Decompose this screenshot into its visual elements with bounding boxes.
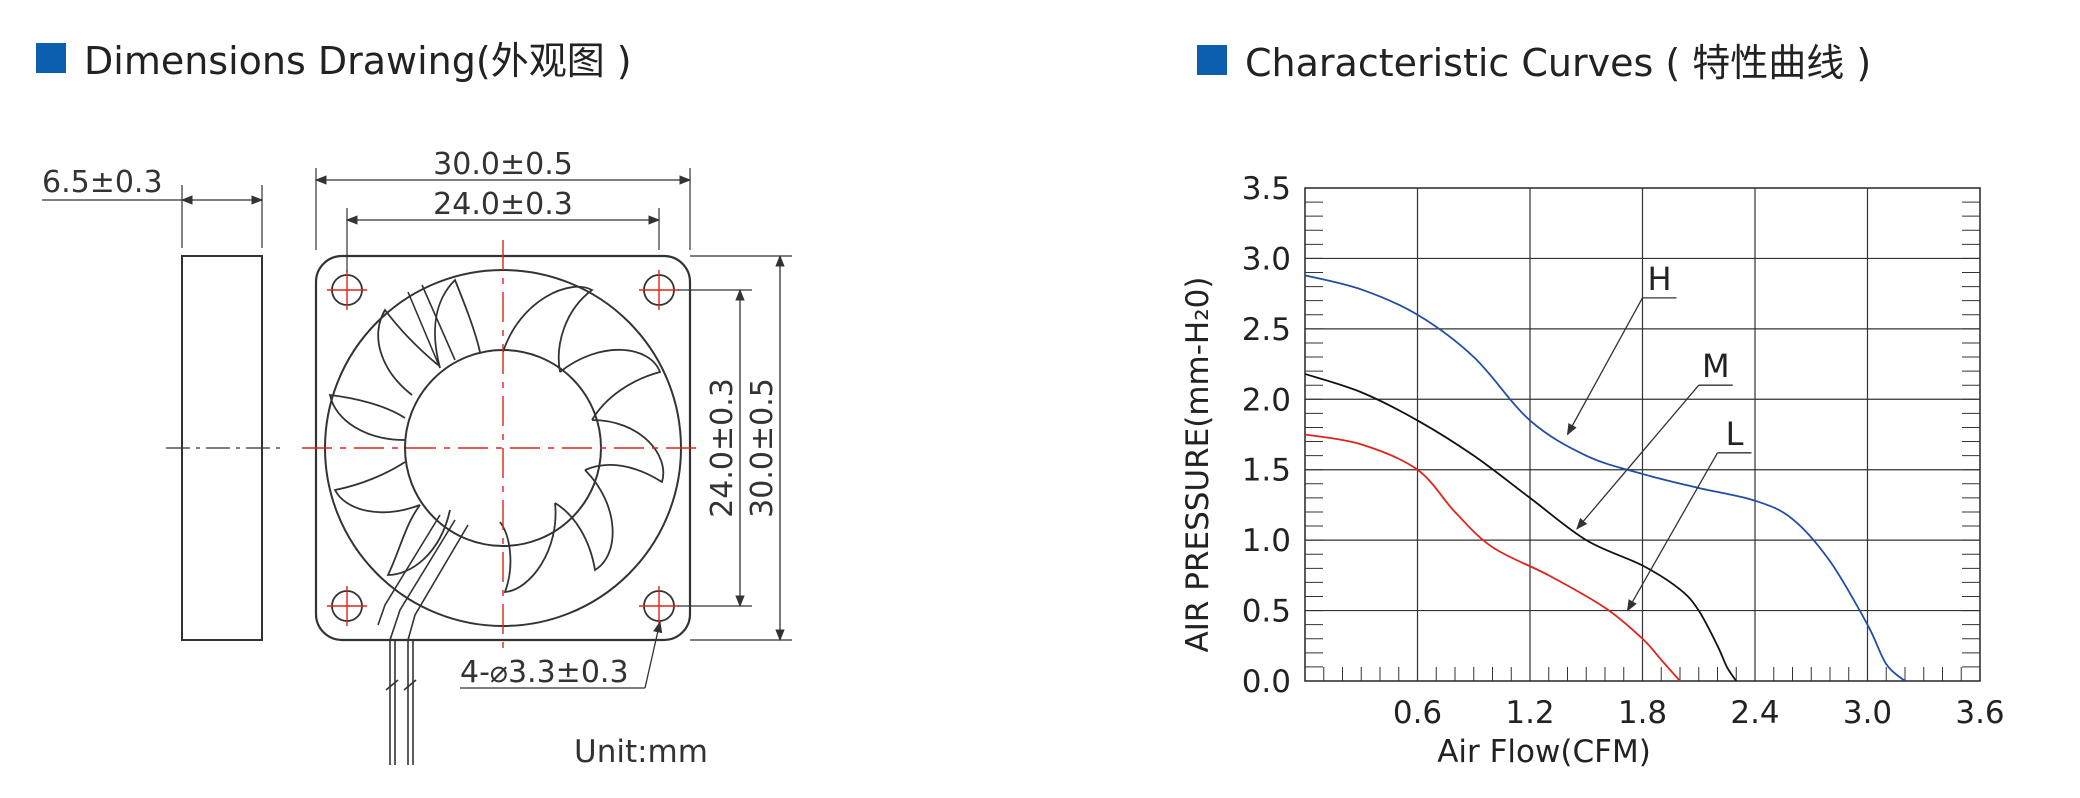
dimensions-drawing [42, 168, 792, 765]
x-tick-label: 0.6 [1393, 695, 1442, 731]
chart-grid [1304, 187, 1981, 682]
fan-blades [328, 278, 665, 594]
header-marker-square [1197, 44, 1227, 75]
y-tick-label: 0.5 [1242, 594, 1291, 630]
chart-annotations: H ML [1566, 260, 1752, 612]
y-tick-label: 1.0 [1242, 523, 1291, 559]
y-tick-labels: 0.0 0.5 1.0 1.5 2.0 2.5 3.0 3.5 [1242, 171, 1291, 700]
overall-height-label: 30.0±0.5 [745, 378, 780, 518]
series-line-h [1304, 274, 1906, 682]
y-tick-label: 3.0 [1242, 241, 1291, 277]
characteristic-curves-header: Characteristic Curves ( 特性曲线 ) [1197, 32, 1871, 87]
x-tick-label: 1.2 [1505, 695, 1554, 731]
hole-spacing-width-label: 24.0±0.3 [433, 187, 573, 222]
y-tick-label: 0.0 [1242, 664, 1291, 700]
annotation-leader [1576, 384, 1700, 530]
dimensions-drawing-header: Dimensions Drawing(外观图 ) [36, 30, 632, 85]
dimensions-drawing-title: Dimensions Drawing(外观图 ) [84, 39, 632, 83]
x-axis-label: Air Flow(CFM) [1437, 734, 1651, 770]
x-tick-label: 3.6 [1955, 695, 2004, 731]
annotation-label-h: H [1647, 260, 1671, 298]
chart-series [1304, 274, 1906, 682]
y-axis-label: AIR PRESSURE(mm-H₂0) [1180, 277, 1216, 653]
series-line-l [1304, 433, 1681, 682]
y-tick-label: 3.5 [1242, 171, 1291, 207]
annotation-leader [1566, 297, 1644, 436]
mounting-hole-label: 4-⌀3.3±0.3 [460, 655, 629, 690]
annotation-label-m: M [1702, 347, 1730, 385]
characteristic-curves-title: Characteristic Curves ( 特性曲线 ) [1245, 41, 1872, 85]
overall-width-label: 30.0±0.5 [433, 147, 573, 182]
x-tick-label: 2.4 [1730, 695, 1779, 731]
x-tick-label: 3.0 [1843, 695, 1892, 731]
y-tick-label: 2.5 [1242, 312, 1291, 348]
center-lines [302, 240, 704, 655]
header-marker-square [36, 42, 66, 73]
y-tick-label: 1.5 [1242, 453, 1291, 489]
series-line-m [1304, 373, 1737, 682]
hole-spacing-height-label: 24.0±0.3 [705, 378, 740, 518]
x-tick-labels: 0.6 1.2 1.8 2.4 3.0 3.6 [1393, 695, 2005, 731]
annotation-leader [1626, 452, 1719, 612]
thickness-label: 6.5±0.3 [42, 165, 163, 200]
characteristic-curves-chart: 0.0 0.5 1.0 1.5 2.0 2.5 3.0 3.5 0.6 1.2 1.8 2.4 3.0… [1180, 171, 2005, 770]
chart-minor-ticks [1305, 201, 1980, 681]
annotation-label-l: L [1726, 415, 1744, 453]
y-tick-label: 2.0 [1242, 382, 1291, 418]
fan-wires [385, 640, 417, 765]
fan-side-view [42, 185, 284, 641]
x-tick-label: 1.8 [1618, 695, 1667, 731]
unit-label: Unit:mm [574, 734, 708, 770]
